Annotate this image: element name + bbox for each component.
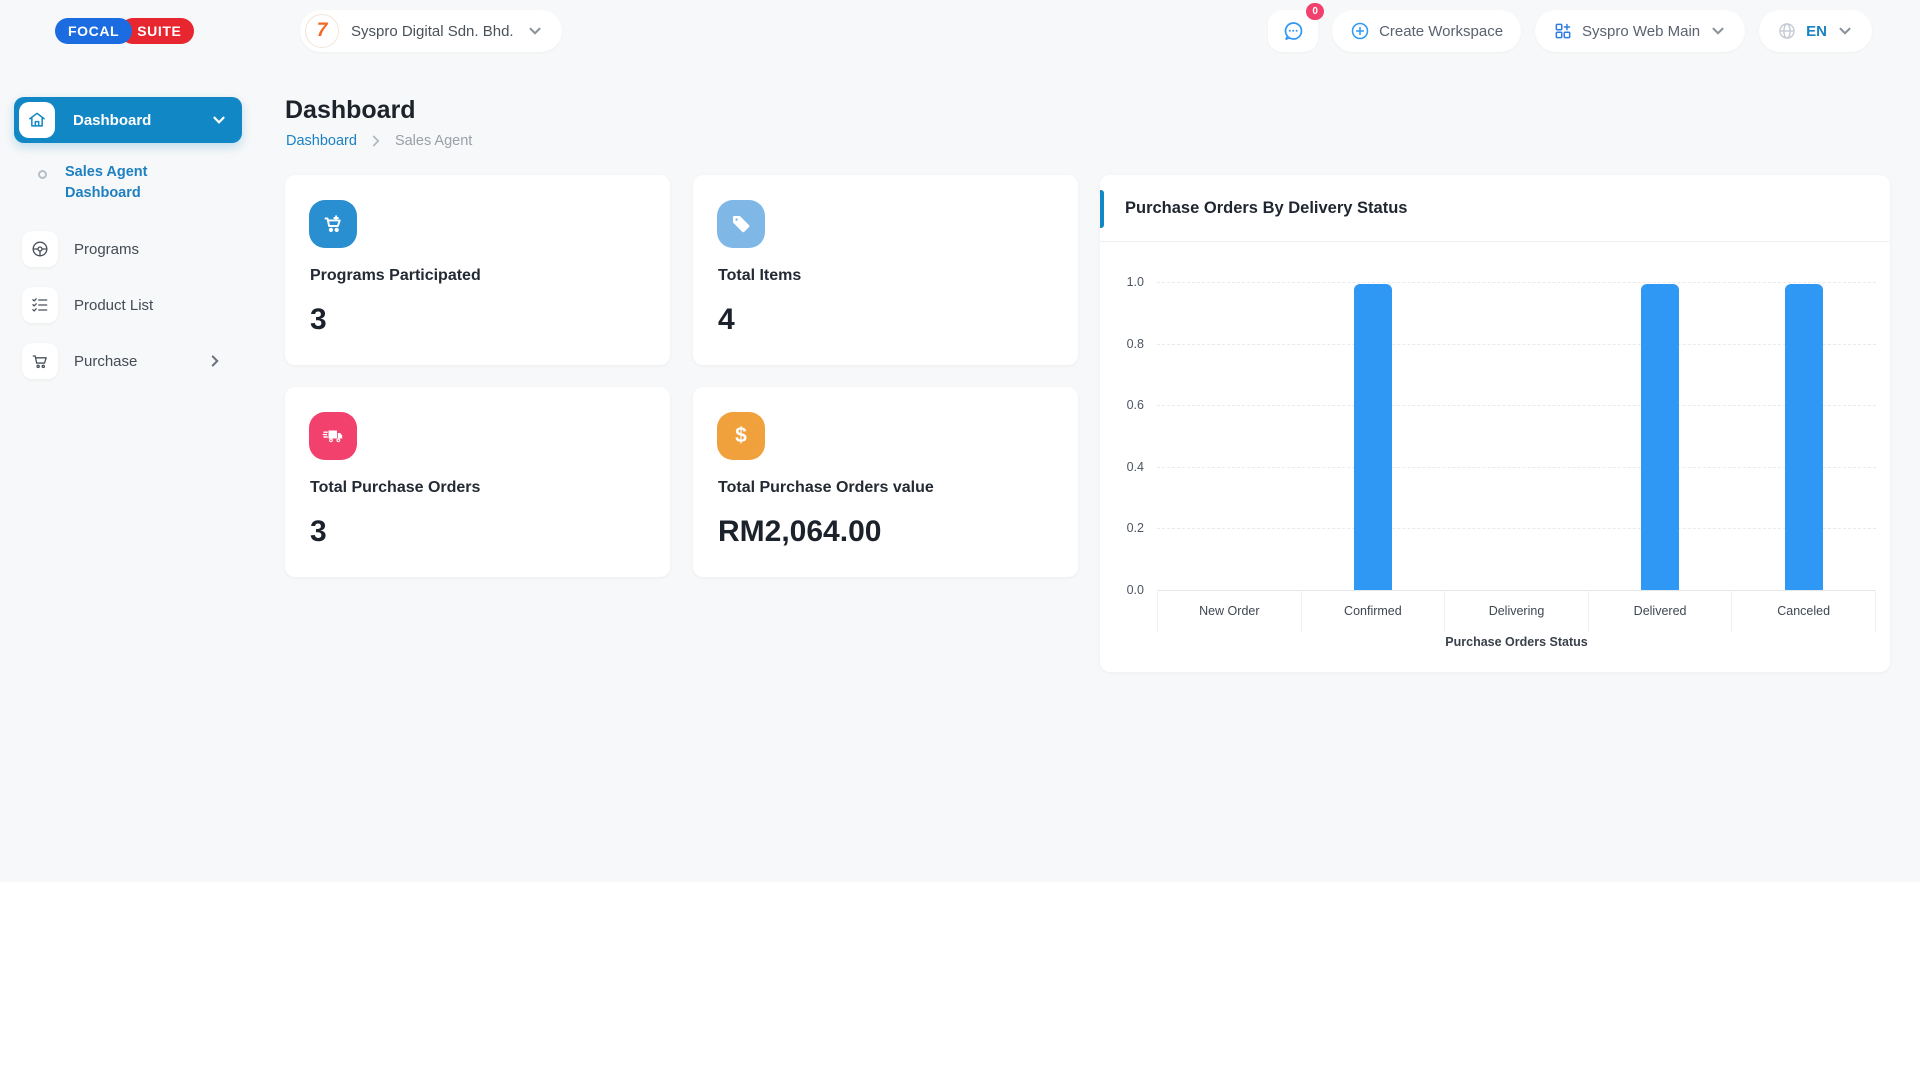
sidebar-subitem-label: Sales Agent Dashboard: [65, 164, 148, 201]
sidebar-item-label: Purchase: [74, 352, 138, 370]
sidebar-item-purchase[interactable]: Purchase: [14, 338, 242, 384]
chat-bubble-icon: [1284, 22, 1303, 40]
cart-icon: [22, 343, 58, 379]
x-axis-label: Delivered: [1589, 590, 1733, 632]
focal-suite-logo[interactable]: FOCAL SUITE: [55, 18, 195, 44]
stat-label: Total Items: [718, 267, 802, 284]
bar-confirmed: [1353, 284, 1392, 590]
sidebar-item-label: Programs: [74, 240, 140, 258]
x-axis-label: New Order: [1157, 590, 1302, 632]
create-workspace-button[interactable]: Create Workspace: [1332, 10, 1522, 52]
sidebar-item-label: Product List: [74, 296, 154, 314]
checklist-icon: [22, 287, 58, 323]
language-label: EN: [1806, 22, 1827, 40]
app-switcher[interactable]: Syspro Web Main: [1535, 10, 1746, 52]
y-axis-tick: 1.0: [1126, 275, 1144, 289]
app-switcher-label: Syspro Web Main: [1582, 22, 1701, 40]
bar-delivered: [1641, 284, 1680, 590]
workspace-selector-label: Syspro Digital Sdn. Bhd.: [351, 22, 514, 40]
dollar-icon: $: [717, 412, 765, 460]
chart-header-divider: [1100, 241, 1890, 242]
chart-yaxis: 1.0 0.8 0.6 0.4 0.2 0.0: [1100, 275, 1150, 597]
language-selector[interactable]: EN: [1759, 10, 1872, 52]
logo-suite-text: SUITE: [120, 18, 195, 44]
syspro-logo-icon: 7: [305, 14, 339, 48]
y-axis-tick: 0.6: [1126, 398, 1144, 413]
stat-label: Total Purchase Orders: [310, 479, 481, 496]
x-axis-label: Delivering: [1445, 590, 1589, 632]
sidebar-item-sales-agent-dashboard[interactable]: Sales Agent Dashboard: [65, 162, 185, 204]
stat-card-total-purchase-orders-value: $ Total Purchase Orders value RM2,064.00: [693, 387, 1078, 577]
bullet-icon: [38, 170, 47, 179]
y-axis-tick: 0.0: [1126, 583, 1144, 597]
breadcrumb-link-dashboard[interactable]: Dashboard: [286, 133, 357, 149]
stat-value: 3: [310, 515, 327, 548]
stat-card-total-items: Total Items 4: [693, 175, 1078, 365]
chevron-down-icon: [1712, 27, 1724, 35]
breadcrumb-current: Sales Agent: [394, 133, 473, 149]
y-axis-tick: 0.4: [1126, 459, 1144, 474]
stat-value: 4: [718, 303, 735, 336]
page-title: Dashboard: [285, 96, 416, 124]
sidebar-item-programs[interactable]: Programs: [14, 226, 242, 272]
chevron-down-icon: [529, 27, 541, 35]
chart-x-axis-title: Purchase Orders Status: [1445, 635, 1588, 649]
y-axis-tick: 0.8: [1126, 336, 1144, 351]
stat-label: Total Purchase Orders value: [718, 479, 934, 496]
plus-circle-icon: [1351, 22, 1369, 40]
gridline: [1157, 282, 1876, 283]
gridline: [1157, 528, 1876, 530]
bar-canceled: [1785, 284, 1824, 590]
tag-icon: [717, 200, 765, 248]
globe-icon: [1779, 23, 1795, 39]
chevron-right-icon: [211, 355, 219, 367]
stat-value: RM2,064.00: [718, 515, 882, 548]
gridline: [1157, 466, 1876, 468]
grid-plus-icon: [1555, 23, 1571, 39]
stat-value: 3: [310, 303, 327, 336]
gridline: [1157, 343, 1876, 345]
sidebar-item-dashboard[interactable]: Dashboard: [14, 97, 242, 143]
x-axis-label: Canceled: [1732, 590, 1876, 632]
gridline: [1157, 590, 1876, 591]
gridline: [1157, 405, 1876, 407]
breadcrumb: Dashboard Sales Agent: [286, 132, 472, 150]
topbar-actions: 0 Create Workspace Syspro Web Main EN: [1268, 3, 1872, 52]
chevron-down-icon: [1839, 27, 1851, 35]
cart-plus-icon: [309, 200, 357, 248]
stat-card-programs-participated: Programs Participated 3: [285, 175, 670, 365]
chart-title: Purchase Orders By Delivery Status: [1125, 199, 1408, 217]
stat-card-total-purchase-orders: Total Purchase Orders 3: [285, 387, 670, 577]
chevron-right-icon: [372, 135, 380, 147]
sidebar-item-product-list[interactable]: Product List: [14, 282, 242, 328]
y-axis-tick: 0.2: [1126, 521, 1144, 536]
x-axis-label: Confirmed: [1302, 590, 1446, 632]
chat-button[interactable]: 0: [1268, 3, 1325, 52]
chart-xaxis: New Order Confirmed Delivering Delivered Can…: [1157, 590, 1876, 632]
create-workspace-label: Create Workspace: [1379, 22, 1504, 40]
steering-wheel-icon: [22, 231, 58, 267]
chart-accent-bar: [1100, 190, 1104, 228]
chat-badge: 0: [1306, 3, 1325, 20]
chart-card-purchase-orders-by-delivery-status: Purchase Orders By Delivery Status 1.0 0.…: [1100, 175, 1890, 672]
home-icon: [19, 102, 55, 138]
chevron-down-icon: [213, 116, 225, 124]
sidebar-item-label: Dashboard: [73, 111, 152, 129]
stat-label: Programs Participated: [310, 267, 481, 284]
chart-plot: [1157, 282, 1876, 591]
delivery-truck-icon: [309, 412, 357, 460]
workspace-selector[interactable]: 7 Syspro Digital Sdn. Bhd.: [300, 10, 562, 52]
logo-focal-text: FOCAL: [55, 18, 133, 44]
